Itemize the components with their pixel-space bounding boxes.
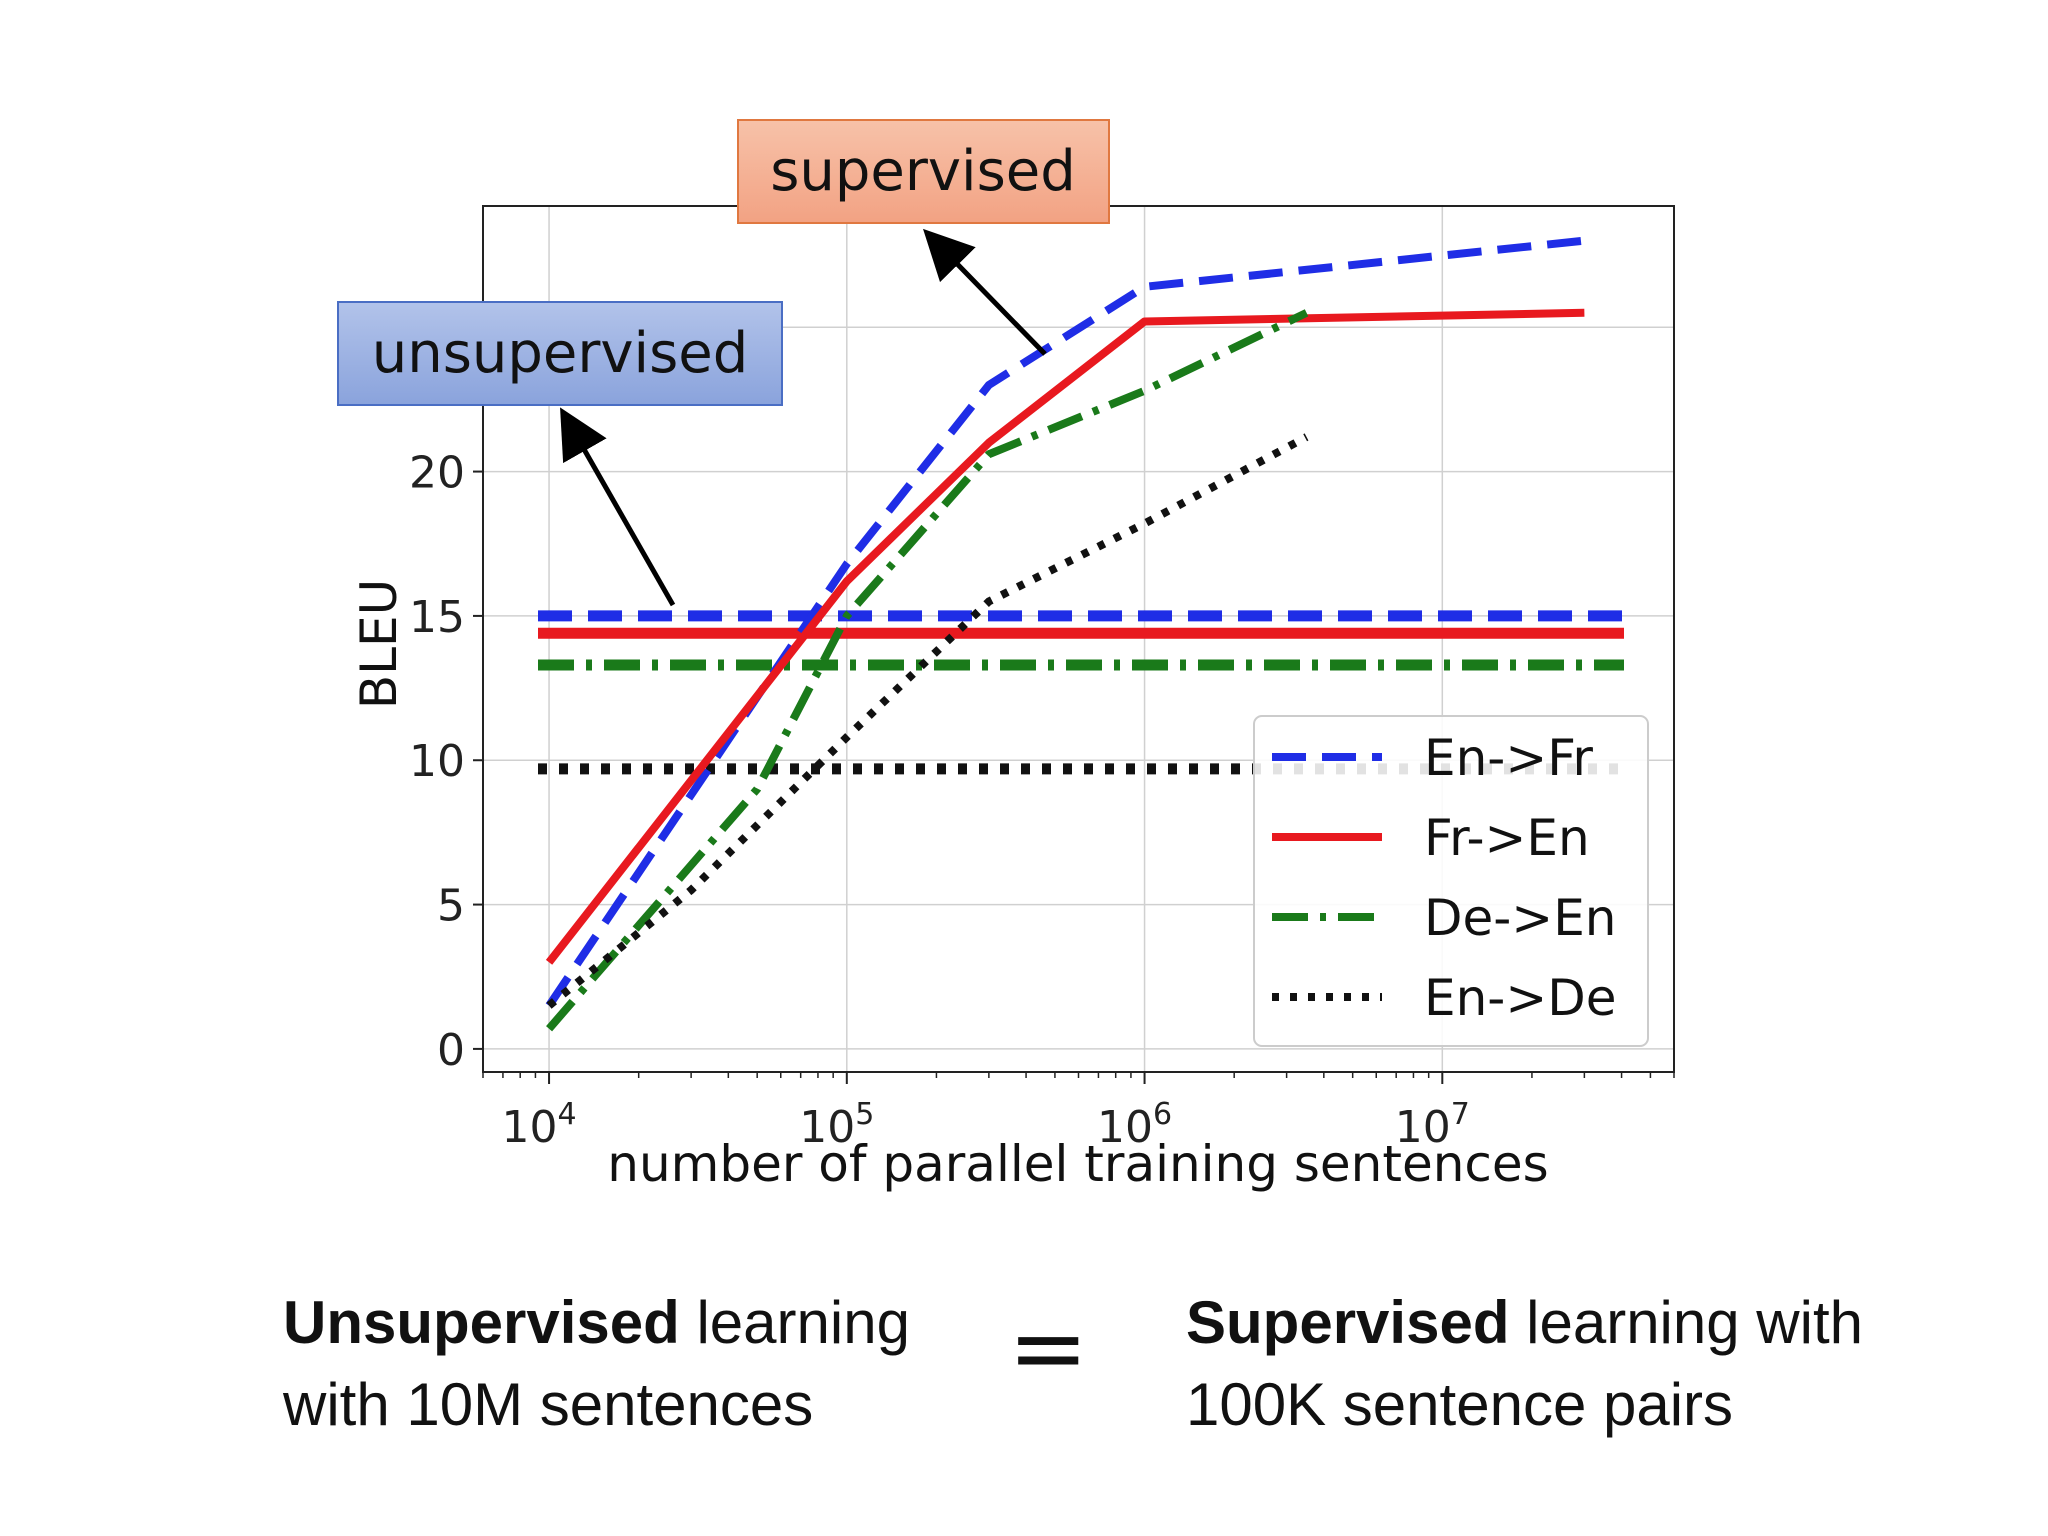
x-axis-label: number of parallel training sentences — [607, 1135, 1548, 1193]
series-line-ende — [546, 433, 1309, 1009]
x-tick-label: 105 — [799, 1097, 874, 1153]
y-tick-label: 20 — [409, 448, 465, 499]
x-tick-label: 107 — [1395, 1097, 1470, 1153]
caption-left-line2: with 10M sentences — [283, 1371, 814, 1438]
y-tick-label: 0 — [437, 1025, 465, 1076]
series-lines — [545, 236, 1585, 1032]
legend-label: De->En — [1424, 889, 1616, 947]
unsupervised-box — [337, 301, 783, 406]
legend-label: En->De — [1424, 969, 1616, 1027]
series-line-deen — [546, 309, 1309, 1032]
caption-supervised: Supervised learning with 100K sentence p… — [1186, 1282, 1863, 1446]
equals-sign: = — [1008, 1292, 1089, 1404]
caption-left-rest: learning — [679, 1289, 910, 1356]
legend-box — [1253, 715, 1649, 1047]
caption-right-rest: learning with — [1509, 1289, 1863, 1356]
supervised-label: supervised — [770, 139, 1076, 204]
x-tick-label: 106 — [1097, 1097, 1172, 1153]
supervised-box — [737, 119, 1110, 224]
caption-right-bold: Supervised — [1186, 1289, 1510, 1356]
legend-label: Fr->En — [1424, 809, 1590, 867]
legend-label: En->Fr — [1424, 729, 1593, 787]
supervised-arrow — [923, 228, 1047, 356]
y-tick-label: 5 — [437, 881, 465, 932]
y-tick-label: 10 — [409, 736, 465, 787]
x-tick-label: 104 — [502, 1097, 577, 1153]
caption-left-bold: Unsupervised — [283, 1289, 680, 1356]
grid — [483, 206, 1674, 1072]
unsupervised-label: unsupervised — [372, 321, 749, 386]
y-axis-label: BLEU — [350, 579, 408, 709]
caption-unsupervised: Unsupervised learning with 10M sentences — [283, 1282, 910, 1446]
axis-ticks: 0 5 10 15 20 104 105 106 107 — [409, 448, 1675, 1153]
y-tick-label: 15 — [409, 592, 465, 643]
caption-right-line2: 100K sentence pairs — [1186, 1371, 1734, 1438]
legend: En->Fr Fr->En De->En En->De — [1253, 715, 1649, 1047]
unsupervised-arrow — [560, 407, 676, 607]
